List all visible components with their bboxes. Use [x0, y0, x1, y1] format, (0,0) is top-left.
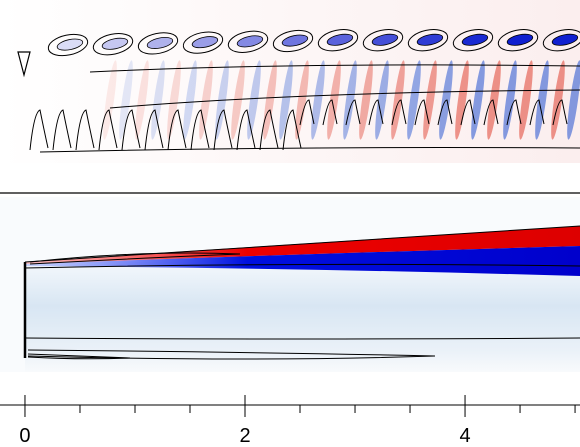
wake-field [25, 262, 580, 372]
figure: 0 2 4 [0, 0, 580, 447]
x-tick-label: 2 [239, 425, 250, 447]
bottom-panel [0, 197, 580, 372]
top-panel [0, 0, 580, 163]
x-tick-label: 0 [19, 425, 30, 447]
x-tick-label: 4 [459, 425, 470, 447]
x-axis: 0 2 4 [0, 395, 580, 447]
